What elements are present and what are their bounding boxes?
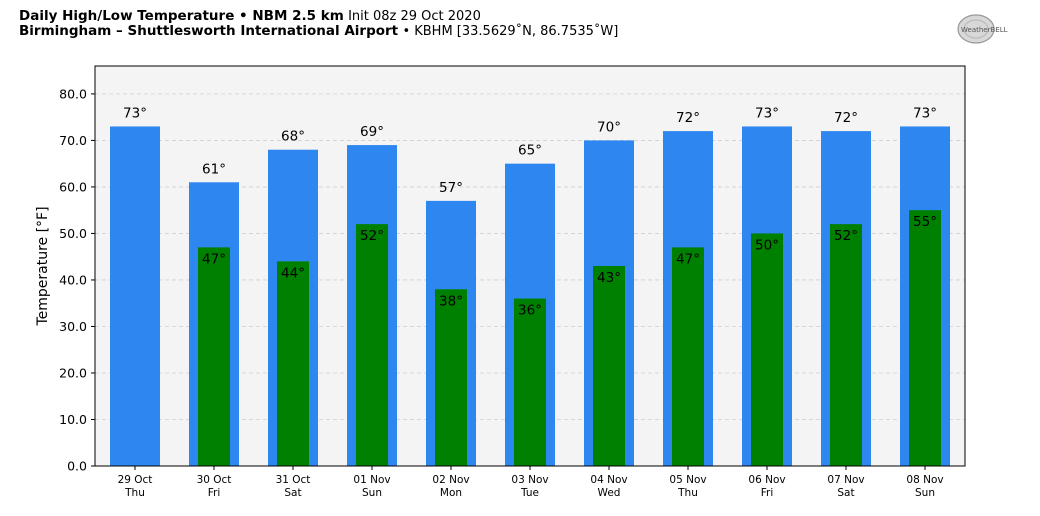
low-bar <box>435 289 467 466</box>
x-tick-date: 29 Oct <box>118 474 153 486</box>
x-tick-day: Sat <box>837 487 854 499</box>
y-tick-label: 60.0 <box>59 179 87 194</box>
high-bar <box>110 126 160 466</box>
x-tick-day: Thu <box>677 487 698 499</box>
x-tick-date: 31 Oct <box>276 474 311 486</box>
y-tick-label: 40.0 <box>59 272 87 287</box>
x-tick-date: 01 Nov <box>353 474 390 486</box>
low-bar <box>514 298 546 466</box>
low-bar <box>909 210 941 466</box>
y-tick-label: 20.0 <box>59 365 87 380</box>
x-tick-date: 07 Nov <box>827 474 864 486</box>
x-tick-date: 05 Nov <box>669 474 706 486</box>
high-label: 68° <box>281 129 305 145</box>
y-tick-label: 0.0 <box>67 459 87 474</box>
x-tick-date: 06 Nov <box>748 474 785 486</box>
low-label: 36° <box>518 303 542 319</box>
x-tick-day: Sun <box>362 487 382 499</box>
high-label: 70° <box>597 119 621 135</box>
x-tick-date: 04 Nov <box>590 474 627 486</box>
x-tick-day: Fri <box>208 487 221 499</box>
y-tick-label: 80.0 <box>59 86 87 101</box>
low-bar <box>356 224 388 466</box>
low-bar <box>198 247 230 466</box>
high-label: 57° <box>439 180 463 196</box>
y-tick-label: 50.0 <box>59 226 87 241</box>
low-bar <box>830 224 862 466</box>
y-tick-label: 70.0 <box>59 133 87 148</box>
high-label: 69° <box>360 124 384 140</box>
station-info: • KBHM [33.5629˚N, 86.7535˚W] <box>402 24 619 39</box>
x-tick-date: 08 Nov <box>906 474 943 486</box>
high-label: 72° <box>834 110 858 126</box>
x-tick-day: Wed <box>598 487 621 499</box>
bars: 73° 61° 47° 68° 44° 69° 52° 57° 38° 65° 36° 70° 43° 7… <box>110 105 950 467</box>
high-label: 73° <box>755 105 779 121</box>
y-axis-label: Temperature [°F] <box>35 206 51 326</box>
high-label: 73° <box>123 105 147 121</box>
low-bar <box>672 247 704 466</box>
x-tick-day: Sat <box>284 487 301 499</box>
low-label: 52° <box>834 228 858 244</box>
init-time: Init 08z 29 Oct 2020 <box>348 9 481 24</box>
high-label: 73° <box>913 105 937 121</box>
y-tick-label: 30.0 <box>59 319 87 334</box>
low-label: 43° <box>597 270 621 286</box>
low-bar <box>277 261 309 466</box>
low-label: 44° <box>281 265 305 281</box>
x-tick-day: Mon <box>440 487 462 499</box>
chart-title-line: Daily High/Low Temperature • NBM 2.5 km … <box>19 8 481 25</box>
x-tick-day: Fri <box>761 487 774 499</box>
x-tick-date: 30 Oct <box>197 474 232 486</box>
x-tick-date: 02 Nov <box>432 474 469 486</box>
logo-text: WeatherBELL <box>961 26 1008 34</box>
low-label: 55° <box>913 214 937 230</box>
x-tick-day: Sun <box>915 487 935 499</box>
x-tick-day: Tue <box>520 487 539 499</box>
high-label: 61° <box>202 161 226 177</box>
axes: 0.0 10.0 20.0 30.0 40.0 50.0 60.0 70.0 80.0 29 Oc… <box>59 86 943 499</box>
low-label: 38° <box>439 293 463 309</box>
low-bar <box>751 233 783 466</box>
low-label: 47° <box>676 251 700 267</box>
low-label: 52° <box>360 228 384 244</box>
low-bar <box>593 266 625 466</box>
weatherbell-logo: WeatherBELL <box>957 14 1008 44</box>
location-name: Birmingham – Shuttlesworth International… <box>19 23 399 39</box>
x-tick-date: 03 Nov <box>511 474 548 486</box>
high-label: 72° <box>676 110 700 126</box>
chart-title: Daily High/Low Temperature • NBM 2.5 km <box>19 8 344 24</box>
low-label: 47° <box>202 251 226 267</box>
y-tick-label: 10.0 <box>59 412 87 427</box>
location-line: Birmingham – Shuttlesworth International… <box>19 23 619 40</box>
high-label: 65° <box>518 143 542 159</box>
x-tick-day: Thu <box>124 487 145 499</box>
low-label: 50° <box>755 237 779 253</box>
